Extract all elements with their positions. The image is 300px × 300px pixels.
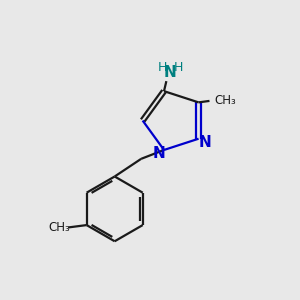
Text: H: H <box>158 61 167 74</box>
Text: CH₃: CH₃ <box>215 94 236 107</box>
Text: N: N <box>199 135 212 150</box>
Text: CH₃: CH₃ <box>48 221 70 234</box>
Text: N: N <box>152 146 165 161</box>
Text: N: N <box>164 65 177 80</box>
Text: H: H <box>174 61 183 74</box>
